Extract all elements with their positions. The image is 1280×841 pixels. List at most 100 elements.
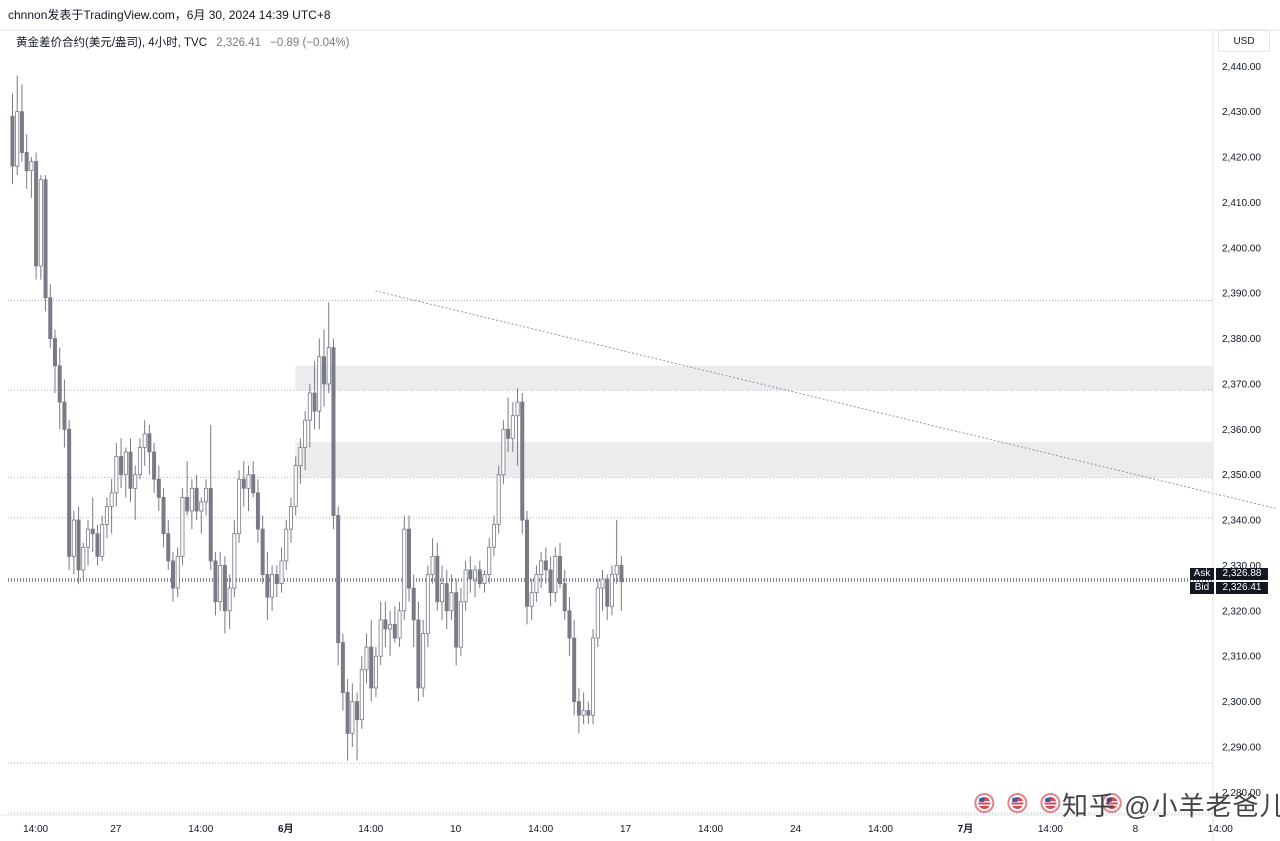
candle-body — [298, 447, 303, 467]
candle-body — [491, 524, 496, 548]
candle — [312, 361, 317, 430]
candle — [539, 551, 544, 589]
candle-body — [402, 528, 407, 612]
time-axis[interactable]: 14:00 27 14:00 6月 14:00 10 14:00 17 14:00 24 14:00… — [0, 814, 1280, 835]
candle-body — [425, 574, 430, 634]
ask-price-tag: 2,326.88 — [1216, 568, 1268, 580]
candle-body — [255, 492, 260, 530]
candle — [29, 157, 34, 198]
price-tick-label: 2,370.00 — [1222, 379, 1261, 390]
candle-body — [496, 474, 501, 525]
candle-body — [605, 578, 610, 607]
candle — [288, 497, 293, 543]
price-tick-label: 2,420.00 — [1222, 153, 1261, 164]
candle-body — [312, 392, 317, 412]
flag-canton — [1106, 798, 1112, 802]
candle — [534, 565, 539, 602]
candle-body — [265, 574, 270, 598]
flag-stripe — [1011, 804, 1024, 806]
candle — [317, 338, 322, 430]
candle — [222, 556, 227, 634]
candle-body — [355, 701, 360, 721]
candle-body — [303, 419, 308, 448]
candle — [515, 388, 520, 466]
candle-body — [326, 347, 331, 385]
supply-zones — [295, 365, 1213, 478]
price-change: −0.89 (−0.04%) — [270, 37, 350, 49]
candle — [208, 424, 213, 570]
candle — [473, 565, 478, 598]
candle — [421, 619, 426, 698]
price-tick-label: 2,410.00 — [1222, 198, 1261, 209]
candle-body — [293, 465, 298, 507]
flag-canton — [1012, 798, 1018, 802]
candle-body — [440, 583, 445, 603]
candle-body — [359, 669, 364, 721]
candle — [90, 497, 95, 552]
us-flag-icon — [1101, 793, 1122, 813]
candle — [298, 438, 303, 484]
candle-body — [345, 692, 350, 734]
candle-body — [336, 515, 341, 643]
event-markers[interactable] — [974, 793, 1122, 813]
candle — [430, 538, 435, 584]
candle-body — [95, 533, 100, 557]
candle — [350, 683, 355, 747]
candle-body — [539, 560, 544, 575]
candle-body — [34, 161, 39, 267]
header-title: chnnon发表于TradingView.com，6月 30, 2024 14:… — [8, 8, 331, 22]
candle — [255, 479, 260, 543]
candle — [204, 479, 209, 516]
candle-body — [378, 619, 383, 657]
candle-body — [416, 619, 421, 689]
trendline[interactable] — [375, 290, 1278, 510]
candle-body — [454, 592, 459, 648]
candle — [322, 329, 327, 407]
flag-stripe — [1105, 804, 1118, 806]
candle-body — [369, 646, 374, 689]
candle — [81, 542, 86, 580]
candle-body — [529, 592, 534, 607]
time-tick-label: 6月 — [278, 823, 294, 835]
candle-body — [331, 347, 336, 516]
candle — [411, 574, 416, 648]
currency-button[interactable]: USD — [1218, 30, 1270, 52]
candle — [506, 397, 511, 452]
candle-body — [307, 392, 312, 421]
candle — [180, 488, 185, 566]
candle-body — [10, 115, 15, 167]
candle — [586, 701, 591, 725]
candle — [529, 579, 534, 620]
flag-canton — [1045, 798, 1051, 802]
candle-body — [463, 569, 468, 603]
candle-body — [15, 111, 20, 167]
candle-body — [487, 546, 492, 575]
candle — [340, 633, 345, 711]
us-flag-icon — [1040, 793, 1061, 813]
price-axis[interactable]: 2,280.00 2,290.00 2,300.00 2,310.00 2,320.00… — [0, 29, 1280, 841]
candle — [619, 556, 624, 611]
candle — [114, 442, 119, 507]
candle — [62, 379, 67, 448]
candle-body — [614, 565, 619, 575]
candle-body — [619, 565, 624, 583]
candle — [274, 565, 279, 598]
price-tick-label: 2,280.00 — [1222, 788, 1261, 799]
candle — [123, 447, 128, 498]
price-tick-label: 2,380.00 — [1222, 334, 1261, 345]
time-tick-label: 10 — [450, 824, 462, 835]
candles — [10, 75, 624, 761]
candle — [237, 470, 242, 543]
candle — [406, 515, 411, 602]
candle — [454, 579, 459, 666]
symbol-legend[interactable]: 黄金差价合约(美元/盎司), 4小时, TVC 2,326.41 −0.89 (… — [16, 34, 349, 50]
candle — [605, 574, 610, 620]
candle — [581, 692, 586, 725]
time-tick-label: 14:00 — [1208, 824, 1233, 835]
candle-body — [19, 111, 24, 153]
candle — [76, 506, 81, 584]
candle — [359, 656, 364, 729]
candle — [553, 547, 558, 602]
candle — [595, 579, 600, 648]
